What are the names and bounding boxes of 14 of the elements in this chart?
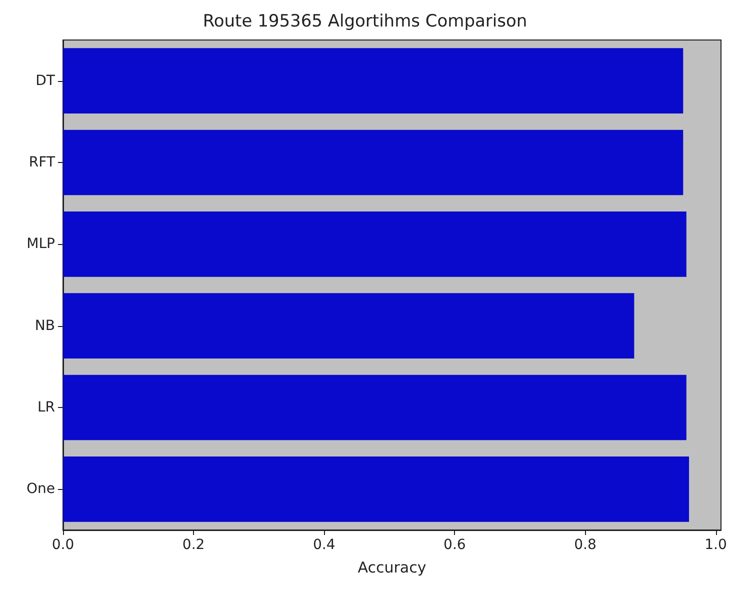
y-tick-label: DT bbox=[36, 72, 56, 89]
x-tick-label: 0.0 bbox=[52, 537, 74, 553]
y-tick-label: One bbox=[26, 481, 55, 498]
x-tick-label: 0.8 bbox=[574, 537, 596, 553]
x-tick-label: 0.4 bbox=[312, 537, 336, 553]
x-tick-label: 1.0 bbox=[704, 537, 727, 553]
x-axis-title: Accuracy bbox=[358, 558, 426, 576]
y-tick-label: RFT bbox=[28, 154, 56, 170]
chart-title: Route 195365 Algortihms Comparison bbox=[202, 12, 528, 32]
x-tick-label: 0.2 bbox=[182, 537, 205, 553]
y-tick-label: NB bbox=[34, 318, 55, 334]
y-tick-label: MLP bbox=[26, 236, 55, 252]
x-tick-label: 0.6 bbox=[444, 537, 466, 553]
y-tick-label: LR bbox=[37, 400, 56, 416]
